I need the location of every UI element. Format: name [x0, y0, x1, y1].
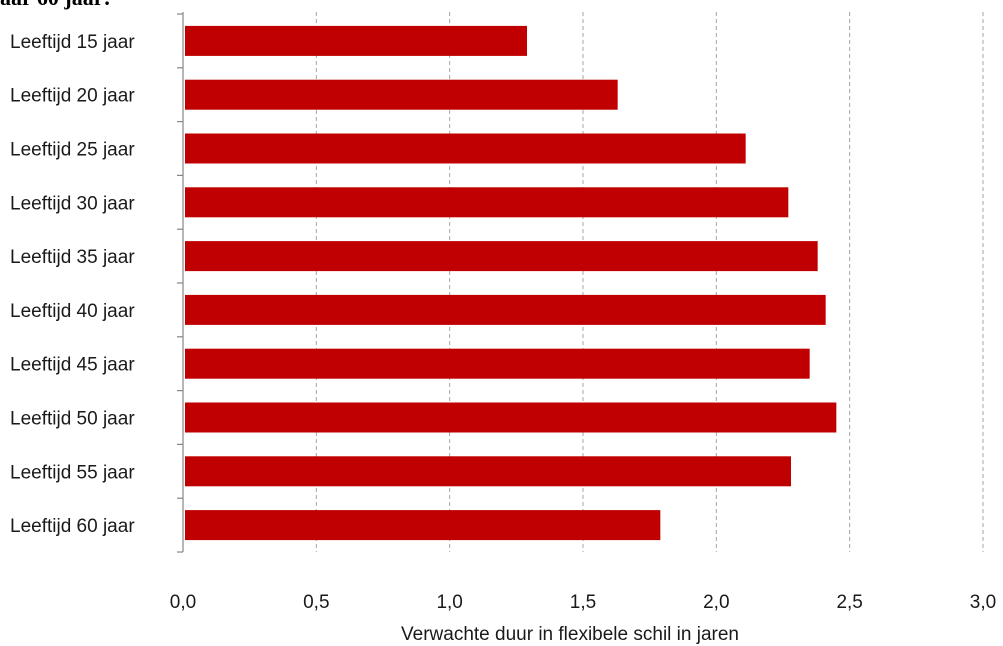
x-axis-title: Verwachte duur in flexibele schil in jar…	[401, 624, 739, 645]
category-label: Leeftijd 45 jaar	[10, 355, 135, 376]
bar	[185, 241, 818, 272]
category-label: Leeftijd 20 jaar	[10, 86, 135, 107]
bar	[185, 510, 661, 541]
x-tick-labels: 0,0 0,5 1,0 1,5 2,0 2,5 3,0	[170, 592, 996, 613]
bar	[185, 79, 618, 110]
category-label: Leeftijd 60 jaar	[10, 516, 135, 537]
bar	[185, 402, 837, 433]
axes	[177, 12, 184, 553]
category-label: Leeftijd 30 jaar	[10, 193, 135, 214]
bar	[185, 25, 527, 56]
bar	[185, 294, 826, 325]
bar	[185, 133, 746, 164]
x-tick-label: 2,5	[836, 592, 862, 613]
category-label: Leeftijd 35 jaar	[10, 247, 135, 268]
bar	[185, 348, 810, 379]
x-tick-label: 2,0	[703, 592, 729, 613]
category-label: Leeftijd 25 jaar	[10, 140, 135, 161]
category-label: Leeftijd 50 jaar	[10, 409, 135, 430]
x-tick-label: 0,0	[170, 592, 196, 613]
category-labels: Leeftijd 15 jaar Leeftijd 20 jaar Leeftijd…	[10, 32, 135, 537]
x-tick-label: 3,0	[970, 592, 996, 613]
bar	[185, 456, 791, 487]
category-label: Leeftijd 15 jaar	[10, 32, 135, 53]
bar	[185, 187, 789, 218]
x-tick-label: 0,5	[303, 592, 329, 613]
bars	[185, 25, 837, 541]
category-label: Leeftijd 55 jaar	[10, 462, 135, 483]
x-tick-label: 1,0	[436, 592, 462, 613]
fragment-title: aar 60 jaar:	[0, 0, 111, 10]
x-tick-label: 1,5	[570, 592, 596, 613]
category-label: Leeftijd 40 jaar	[10, 301, 135, 322]
